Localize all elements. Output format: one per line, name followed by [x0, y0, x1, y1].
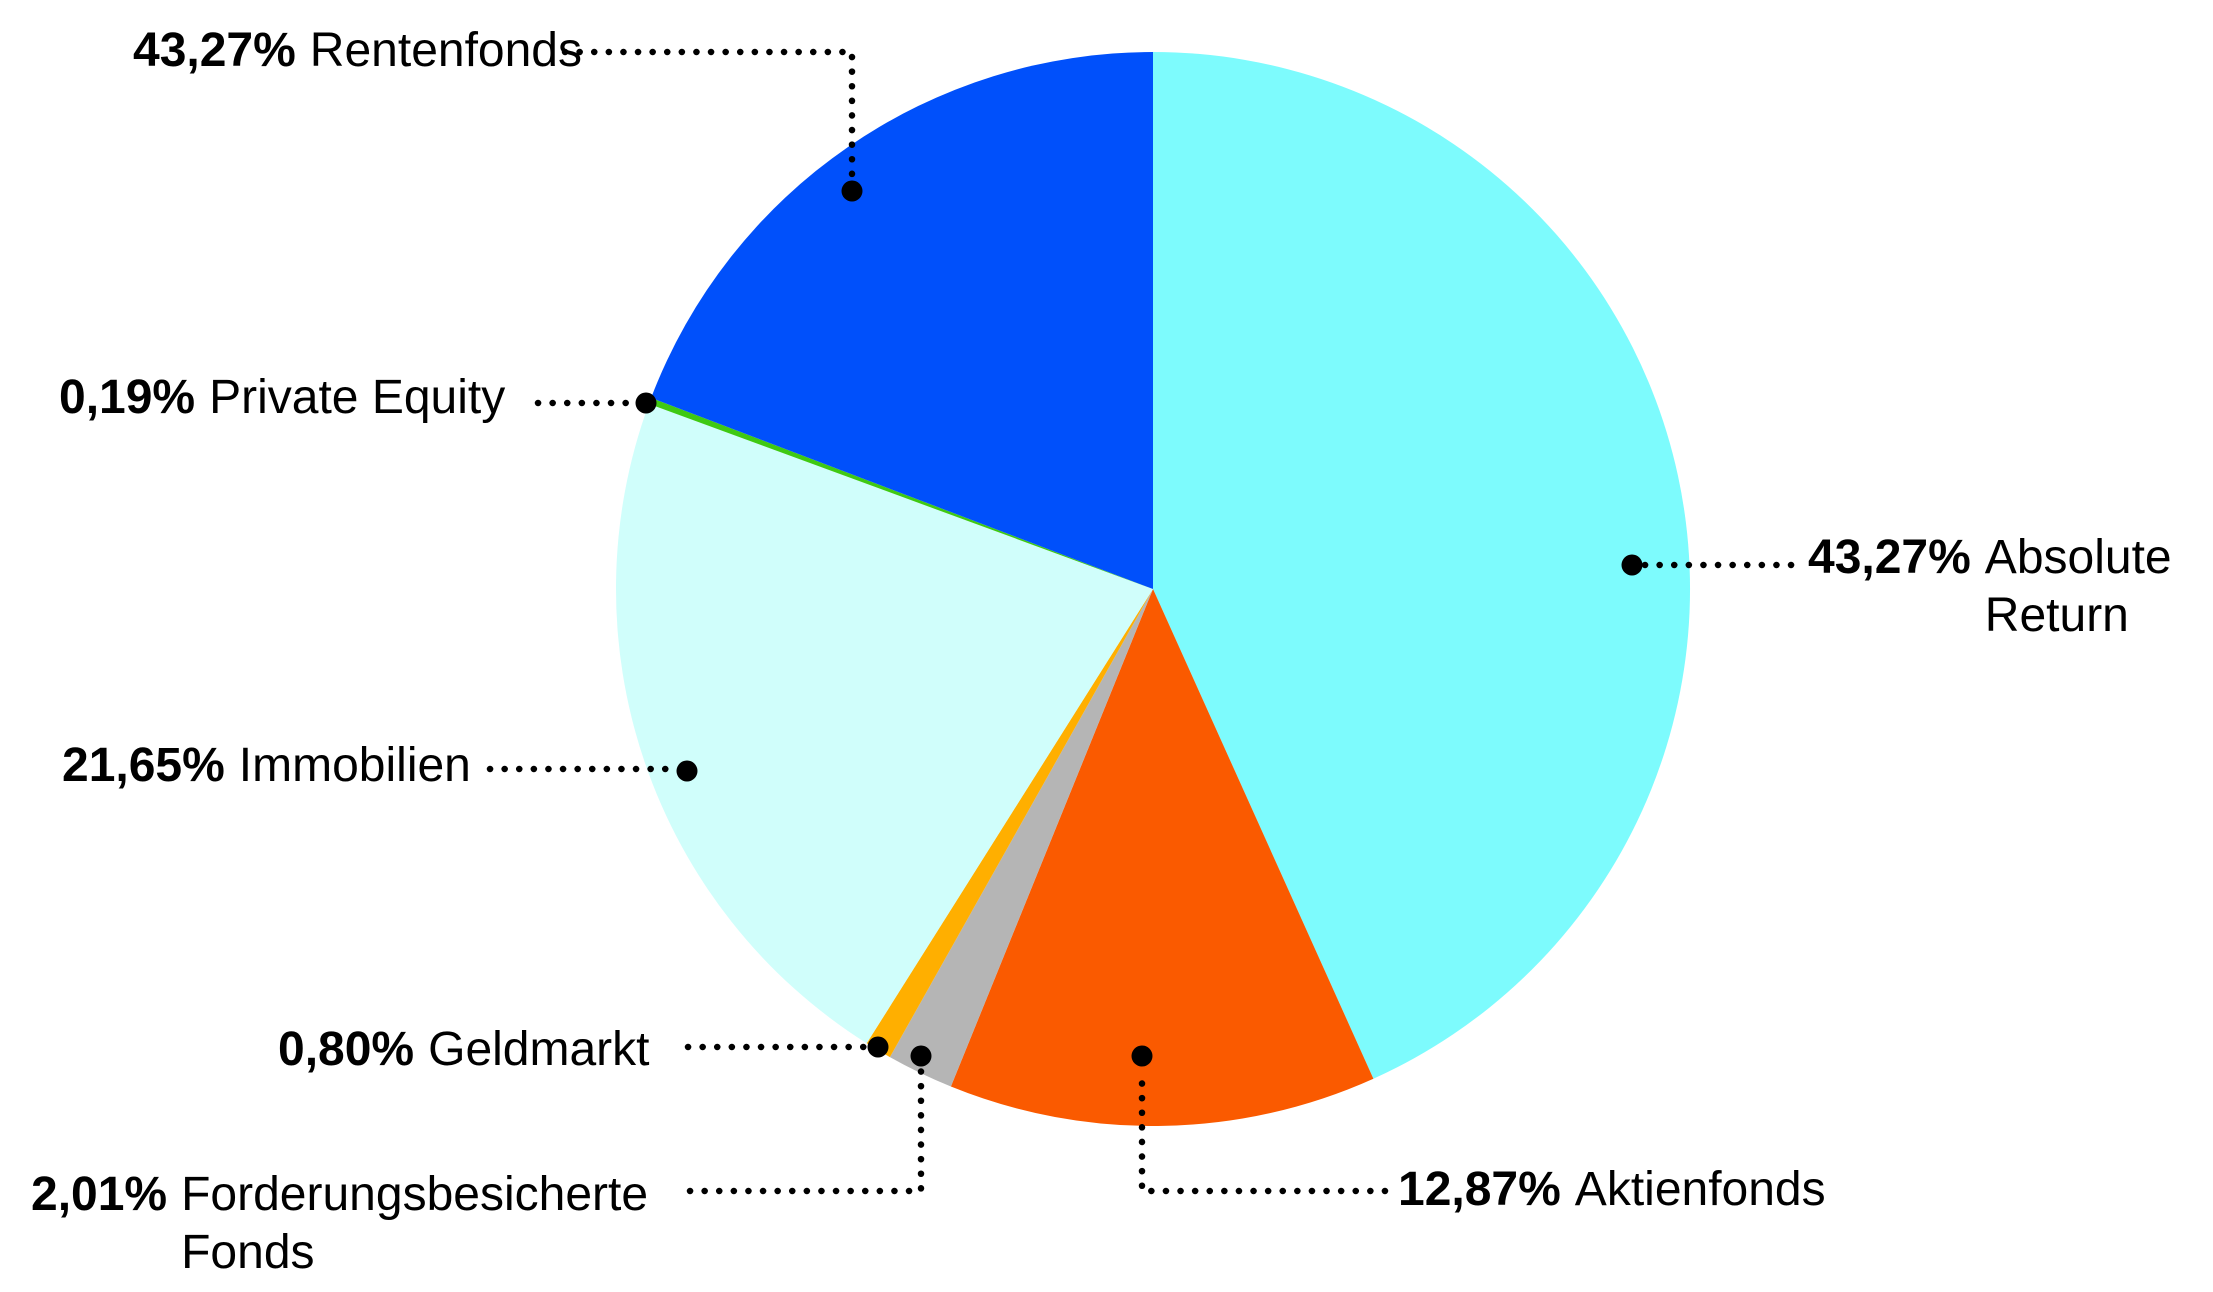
- slice-name: Private Equity: [209, 371, 506, 424]
- leader-line-forderungsbesicherte-fonds: [686, 1066, 925, 1195]
- slice-value: 21,65%: [62, 739, 225, 792]
- pie-slice-private-equity: [648, 397, 1153, 589]
- slice-name: Aktienfonds: [1574, 1163, 1826, 1216]
- marker-geldmarkt: [867, 1036, 889, 1058]
- slice-value: 43,27%: [133, 24, 296, 77]
- leader-line-rentenfonds: [561, 48, 856, 182]
- slice-value: 2,01%: [31, 1168, 168, 1221]
- pie-slice-immobilien: [615, 403, 1153, 1044]
- marker-private-equity: [635, 392, 657, 414]
- label-absolute-return: 43,27% Absolute Return: [1808, 529, 2200, 645]
- slice-value: 0,80%: [278, 1023, 415, 1076]
- label-rentenfonds: 43,27% Rentenfonds: [133, 22, 582, 80]
- label-immobilien: 21,65% Immobilien: [62, 737, 471, 795]
- pie-slice-absolute-return: [1153, 52, 1691, 1079]
- marker-rentenfonds: [841, 180, 863, 202]
- label-forderungsbesicherte-fonds: 2,01% Forderungsbesicherte Fonds: [31, 1166, 661, 1282]
- marker-forderungsbesicherte-fonds: [910, 1045, 932, 1067]
- marker-absolute-return: [1621, 554, 1643, 576]
- pie-slice-rentenfonds: [651, 52, 1153, 589]
- slice-name: Rentenfonds: [309, 24, 582, 77]
- leader-line-aktienfonds: [1138, 1066, 1389, 1195]
- slice-value: 0,19%: [59, 371, 196, 424]
- pie-slice-geldmarkt: [866, 589, 1153, 1058]
- label-geldmarkt: 0,80% Geldmarkt: [278, 1021, 650, 1079]
- slice-name: Forderungsbesicherte Fonds: [181, 1168, 649, 1279]
- slice-name: Immobilien: [238, 739, 471, 792]
- pie-slice-forderungsbesicherte-fonds: [889, 589, 1153, 1087]
- slice-value: 12,87%: [1398, 1163, 1561, 1216]
- marker-aktienfonds: [1131, 1045, 1153, 1067]
- pie-slice-aktienfonds: [950, 589, 1374, 1126]
- marker-immobilien: [676, 760, 698, 782]
- slice-value: 43,27%: [1808, 531, 1971, 584]
- label-private-equity: 0,19% Private Equity: [59, 369, 505, 427]
- slice-name: Absolute Return: [1984, 531, 2172, 642]
- slice-name: Geldmarkt: [428, 1023, 650, 1076]
- label-aktienfonds: 12,87% Aktienfonds: [1398, 1161, 1826, 1219]
